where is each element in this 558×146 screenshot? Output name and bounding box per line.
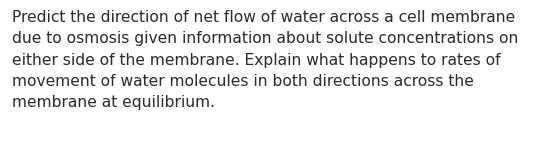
- Text: Predict the direction of net flow of water across a cell membrane
due to osmosis: Predict the direction of net flow of wat…: [12, 10, 518, 110]
